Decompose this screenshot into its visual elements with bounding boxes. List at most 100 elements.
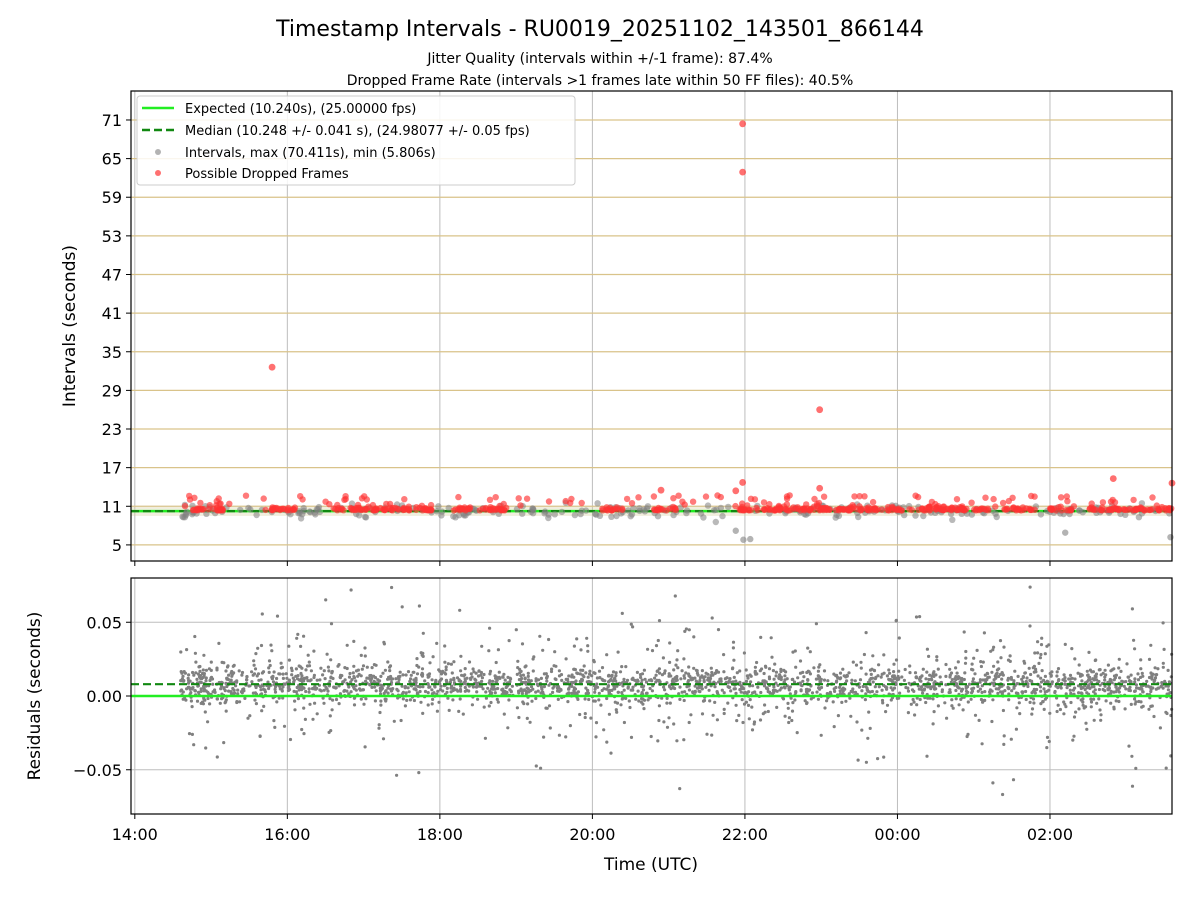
residual-point: [231, 664, 235, 668]
residual-point: [936, 667, 940, 671]
bottom-y-axis-label: Residuals (seconds): [25, 612, 45, 781]
residual-point: [692, 635, 696, 639]
residual-point: [226, 664, 230, 668]
residual-point: [932, 684, 936, 688]
residual-point: [914, 615, 919, 619]
residual-point: [365, 676, 369, 680]
residual-point: [961, 708, 965, 712]
residual-point: [307, 687, 311, 691]
residual-point: [396, 675, 401, 679]
dropped-frame-point: [702, 493, 710, 500]
interval-point: [356, 512, 363, 519]
dropped-frame-point: [1137, 504, 1144, 511]
dropped-frame-point: [242, 492, 250, 499]
dropped-frame-point: [999, 499, 1007, 507]
residual-point: [1063, 676, 1067, 680]
residual-point: [684, 671, 688, 675]
residual-point: [687, 628, 691, 632]
residual-point: [489, 700, 493, 705]
residual-point: [880, 698, 885, 703]
residual-point: [940, 688, 945, 692]
residual-point: [400, 605, 404, 609]
residual-point: [989, 649, 993, 653]
residual-point: [494, 660, 498, 665]
residual-point: [894, 658, 899, 662]
residual-point: [242, 687, 246, 691]
residual-point: [767, 675, 772, 679]
dropped-frame-point: [1048, 505, 1055, 512]
residual-point: [1030, 679, 1034, 683]
residual-point: [580, 679, 584, 683]
residual-point: [895, 696, 899, 701]
residual-point: [880, 672, 884, 676]
residual-point: [1072, 734, 1076, 738]
dropped-frame-point: [851, 493, 858, 500]
dropped-frame-point: [918, 505, 926, 512]
interval-point: [608, 513, 615, 520]
residual-point: [767, 667, 772, 671]
residual-point: [1095, 678, 1099, 682]
residual-point: [689, 678, 694, 682]
residual-point: [350, 678, 354, 682]
residual-point: [290, 669, 294, 673]
residual-point: [734, 679, 738, 683]
residual-point: [1148, 685, 1152, 689]
interval-point: [577, 510, 584, 518]
residual-point: [388, 665, 392, 669]
residual-point: [583, 715, 587, 720]
residual-point: [536, 682, 540, 687]
residual-point: [815, 690, 819, 694]
dropped-frame-point: [1149, 494, 1156, 501]
residual-point: [605, 696, 609, 701]
residual-point: [374, 663, 378, 667]
residual-point: [744, 668, 748, 672]
residual-point: [828, 690, 833, 694]
residual-point: [486, 686, 490, 690]
dropped-frame-outlier: [739, 479, 747, 486]
residual-point: [325, 652, 329, 656]
residual-point: [181, 674, 185, 678]
residual-point: [566, 677, 570, 681]
residual-point: [568, 724, 573, 728]
residual-point: [334, 697, 339, 702]
residual-point: [534, 677, 538, 681]
interval-min-point: [1062, 529, 1069, 536]
residual-point: [672, 722, 676, 726]
residual-point: [894, 682, 898, 686]
residual-point: [898, 691, 902, 695]
residual-point: [420, 667, 425, 671]
residual-point: [421, 685, 425, 689]
residual-point: [362, 702, 366, 706]
residual-point: [211, 682, 215, 686]
residual-point: [545, 675, 549, 680]
residual-point: [430, 688, 434, 692]
residual-point: [972, 656, 976, 660]
residual-point: [805, 670, 809, 675]
residual-point: [1079, 698, 1083, 702]
residual-point: [1072, 715, 1077, 719]
dropped-frame-point: [1031, 506, 1038, 513]
residual-point: [620, 611, 624, 616]
residual-point: [1047, 739, 1051, 744]
residual-point: [345, 643, 349, 647]
residual-point: [254, 652, 258, 656]
residual-point: [971, 668, 975, 672]
residual-point: [605, 740, 609, 744]
residual-point: [197, 665, 201, 669]
residual-point: [611, 670, 616, 674]
residual-point: [187, 732, 192, 736]
residual-point: [641, 688, 646, 692]
residual-point: [629, 622, 633, 626]
dropped-frame-point: [753, 504, 760, 512]
residual-point: [436, 689, 440, 693]
residual-point: [857, 685, 862, 689]
interval-point: [1037, 511, 1045, 518]
residual-point: [213, 690, 217, 695]
residual-point: [463, 685, 467, 690]
residual-point: [220, 684, 224, 688]
residual-point: [360, 667, 364, 671]
residual-point: [452, 660, 456, 664]
residual-point: [280, 665, 284, 669]
residual-point: [891, 680, 895, 684]
residual-point: [586, 689, 590, 693]
